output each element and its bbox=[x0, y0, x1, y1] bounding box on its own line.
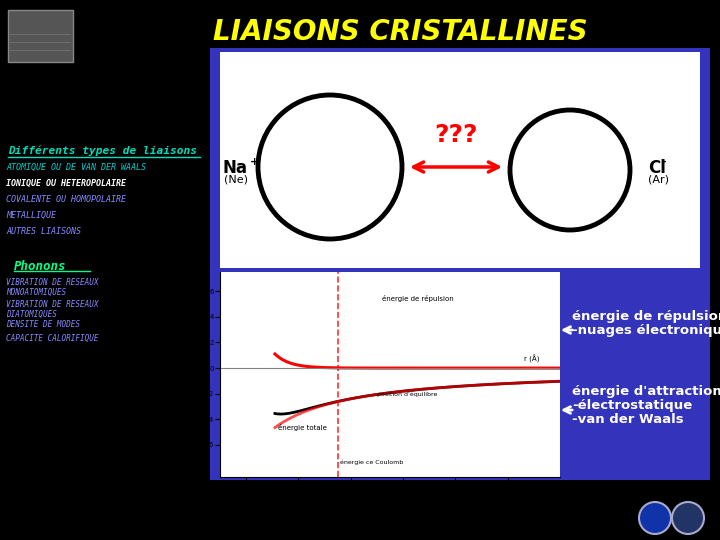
Text: (Ar): (Ar) bbox=[648, 175, 669, 185]
Text: -: - bbox=[661, 157, 665, 167]
Text: +: + bbox=[250, 157, 259, 167]
Text: COVALENTE OU HOMOPOLAIRE: COVALENTE OU HOMOPOLAIRE bbox=[6, 195, 126, 204]
Text: énergie de répulsion: énergie de répulsion bbox=[382, 295, 454, 302]
Text: AUTRES LIAISONS: AUTRES LIAISONS bbox=[6, 227, 81, 236]
Text: DENSITE DE MODES: DENSITE DE MODES bbox=[6, 320, 80, 329]
Circle shape bbox=[672, 502, 704, 534]
Text: VIBRATION DE RESEAUX
MONOATOMIQUES: VIBRATION DE RESEAUX MONOATOMIQUES bbox=[6, 278, 99, 298]
Text: énergie d'attraction :: énergie d'attraction : bbox=[572, 385, 720, 398]
Circle shape bbox=[639, 502, 671, 534]
Text: Différents types de liaisons: Différents types de liaisons bbox=[8, 145, 197, 156]
Text: énergie totale: énergie totale bbox=[277, 423, 326, 430]
Text: énergie de répulsion :: énergie de répulsion : bbox=[572, 310, 720, 323]
Text: Cl: Cl bbox=[648, 159, 666, 177]
Text: LIAISONS CRISTALLINES: LIAISONS CRISTALLINES bbox=[212, 18, 588, 46]
Text: CAPACITE CALORIFIQUE: CAPACITE CALORIFIQUE bbox=[6, 334, 99, 343]
Text: ???: ??? bbox=[434, 123, 478, 147]
Text: position d'équilibre: position d'équilibre bbox=[377, 392, 437, 397]
Text: -nuages électroniques: -nuages électroniques bbox=[572, 324, 720, 337]
Y-axis label: U (cV): U (cV) bbox=[193, 363, 202, 386]
FancyBboxPatch shape bbox=[220, 272, 560, 477]
Text: r (Å): r (Å) bbox=[523, 355, 539, 363]
Text: ATOMIQUE OU DE VAN DER WAALS: ATOMIQUE OU DE VAN DER WAALS bbox=[6, 163, 146, 172]
Text: -électrostatique: -électrostatique bbox=[572, 399, 692, 412]
FancyBboxPatch shape bbox=[210, 48, 710, 480]
FancyBboxPatch shape bbox=[8, 10, 73, 62]
Text: Phonons: Phonons bbox=[14, 260, 66, 273]
Text: Na: Na bbox=[222, 159, 247, 177]
Text: METALLIQUE: METALLIQUE bbox=[6, 211, 56, 220]
Text: énergie ce Coulomb: énergie ce Coulomb bbox=[341, 460, 403, 465]
Text: -van der Waals: -van der Waals bbox=[572, 413, 683, 426]
Text: VIBRATION DE RESEAUX
DIATOMIQUES: VIBRATION DE RESEAUX DIATOMIQUES bbox=[6, 300, 99, 319]
Text: (Ne): (Ne) bbox=[224, 175, 248, 185]
FancyBboxPatch shape bbox=[220, 52, 700, 268]
Text: IONIQUE OU HETEROPOLAIRE: IONIQUE OU HETEROPOLAIRE bbox=[6, 179, 126, 188]
